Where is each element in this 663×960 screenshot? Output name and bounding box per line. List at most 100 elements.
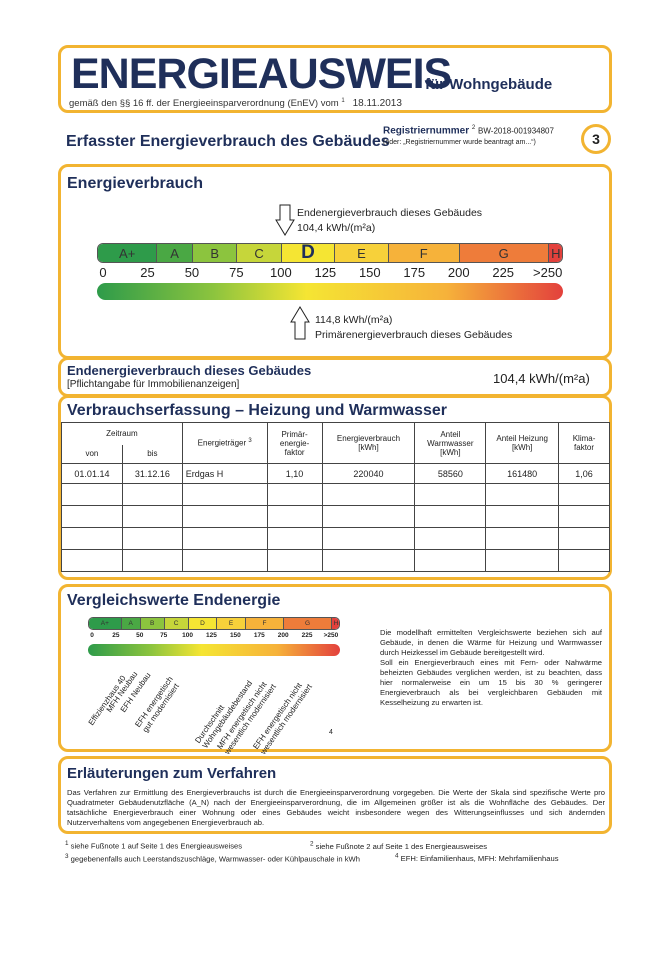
document-title: ENERGIEAUSWEIS [71,50,452,98]
cell-pef: 1,10 [266,463,323,484]
energy-class-C: C [237,244,282,262]
energy-class-F: F [388,244,460,262]
primary-arrow-icon [290,306,310,345]
header-carrier: Energieträger 3 [181,422,268,464]
scale-tick-label: 50 [136,632,144,639]
footnote-ref: 4 [329,729,333,736]
energy-class-E: E [217,618,246,629]
energy-class-H: H [548,244,562,262]
scale-tick-label: 175 [253,632,265,639]
scale-tick-label: 125 [314,265,337,280]
primary-energy-value: 114,8 kWh/(m²a) [315,314,393,326]
final-energy-annotation: Endenergieverbrauch dieses Gebäudes 104,… [297,206,482,236]
scale-tick-label: 200 [277,632,289,639]
scale-tick-label: 0 [90,632,94,639]
primary-energy-label: Primärenergieverbrauch dieses Gebäudes [315,329,513,341]
scale-tick-label: >250 [533,265,563,280]
cell-consumption: 220040 [321,463,416,484]
header-climate: Klima- faktor [558,422,610,464]
comparison-title: Vergleichswerte Endenergie [67,592,281,609]
summary-label: Endenergieverbrauch dieses Gebäudes [67,363,312,378]
regulation-date: 18.11.2013 [352,98,402,110]
explanation-text: Das Verfahren zur Ermittlung des Energie… [67,788,605,827]
header-box: ENERGIEAUSWEIS für Wohngebäude gemäß den… [58,45,612,113]
scale-tick-label: 200 [447,265,470,280]
explanation-title: Erläuterungen zum Verfahren [67,765,277,782]
energy-class-D: D [188,618,218,629]
comparison-text-2: Soll ein Energieverbrauch eines mit Fern… [380,658,602,707]
cell-climate: 1,06 [558,463,610,484]
cell-carrier: Erdgas H [181,463,268,484]
scale-tick-label: 50 [184,265,200,280]
explanation-box: Erläuterungen zum Verfahren Das Verfahre… [58,756,612,834]
registration: Registriernummer 2 BW-2018-001934807 (od… [383,125,554,147]
comparison-gradient-bar [88,644,340,656]
footnote-number: 4 [395,852,399,860]
header-consumption: Energieverbrauch [kWh] [321,422,416,464]
summary-note: [Pflichtangabe für Immobilienanzeigen] [67,379,240,390]
header-period: Zeitraum [61,422,183,445]
scale-tick-label: 225 [492,265,515,280]
energy-class-E: E [335,244,389,262]
footnote: 4 EFH: Einfamilienhaus, MFH: Mehrfamilie… [395,852,559,864]
registration-number: BW-2018-001934807 [478,126,554,136]
cell-to: 31.12.16 [121,463,183,484]
energy-class-G: G [284,618,332,629]
footnote-ref: 1 [341,98,345,104]
footnote-number: 1 [65,840,69,847]
primary-energy-annotation: 114,8 kWh/(m²a) Primärenergieverbrauch d… [315,313,512,343]
cell-hotwater: 58560 [414,463,487,484]
scale-tick-label: 100 [182,632,194,639]
footnotes: 1 siehe Fußnote 1 auf Seite 1 des Energi… [65,839,610,864]
header-heating: Anteil Heizung [kWh] [485,422,560,464]
energy-class-C: C [164,618,189,629]
footnote-number: 2 [310,840,314,847]
cell-from: 01.01.14 [61,463,123,484]
energy-title: Energieverbrauch [67,175,204,192]
energy-class-Aplus: A+ [98,244,158,262]
footnote-ref: 3 [248,438,252,445]
footnote: 1 siehe Fußnote 1 auf Seite 1 des Energi… [65,839,310,852]
footnote: 2 siehe Fußnote 2 auf Seite 1 des Energi… [310,840,488,851]
footnote-text: gegebenenfalls auch Leerstandszuschläge,… [70,854,360,864]
table-row-empty [61,483,610,506]
energy-class-D: D [281,244,336,262]
scale-tick-label: 125 [206,632,217,639]
section-title: Erfasster Energieverbrauch des Gebäudes [66,133,390,150]
scale-tick-label: 225 [301,632,313,639]
scale-tick-label: >250 [323,632,339,639]
scale-tick-label: 25 [140,265,155,280]
table-row: 01.01.14 31.12.16 Erdgas H 1,10 220040 5… [61,463,610,484]
footnote-text: siehe Fußnote 1 auf Seite 1 des Energiea… [70,841,243,851]
table-row-empty [61,527,610,550]
page-number-badge: 3 [581,124,611,154]
energy-class-H: H [331,618,339,629]
regulation-text: gemäß den §§ 16 ff. der Energieeinsparve… [69,98,339,110]
scale-tick-label: 25 [112,632,120,639]
regulation-line: gemäß den §§ 16 ff. der Energieeinsparve… [69,98,402,109]
energy-class-B: B [140,618,165,629]
scale-tick-label: 0 [99,265,107,280]
consumption-title: Verbrauchserfassung – Heizung und Warmwa… [67,402,447,419]
table-row-empty [61,549,610,572]
cell-heating: 161480 [485,463,560,484]
page-number: 3 [592,131,600,147]
energy-class-A: A [157,244,193,262]
energy-class-B: B [192,244,238,262]
scale-tick-label: 150 [229,632,241,639]
energy-class-G: G [459,244,549,262]
consumption-table: Zeitraum Energieträger 3 Primär- energie… [61,422,610,572]
final-energy-label: Endenergieverbrauch dieses Gebäudes [297,207,483,219]
footnote: 3 gegebenenfalls auch Leerstandszuschläg… [65,852,395,865]
header-hotwater: Anteil Warmwasser [kWh] [414,422,487,464]
comparison-scale-ticks: 0 25 50 75 100 125 150 175 200 225 >250 [88,632,340,642]
scale-ticks: 0 25 50 75 100 125 150 175 200 225 >250 [97,265,563,281]
footnote-number: 3 [65,852,69,860]
energy-gradient-bar [97,283,563,300]
footnote-ref: 2 [471,125,476,131]
scale-tick-label: 75 [160,632,168,639]
energy-class-A: A [121,618,141,629]
registration-note: (oder: „Registriernummer wurde beantragt… [383,139,536,147]
comparison-text: Die modellhaft ermittelten Vergleichswer… [380,628,602,708]
footnote-text: siehe Fußnote 2 auf Seite 1 des Energiea… [315,841,488,851]
